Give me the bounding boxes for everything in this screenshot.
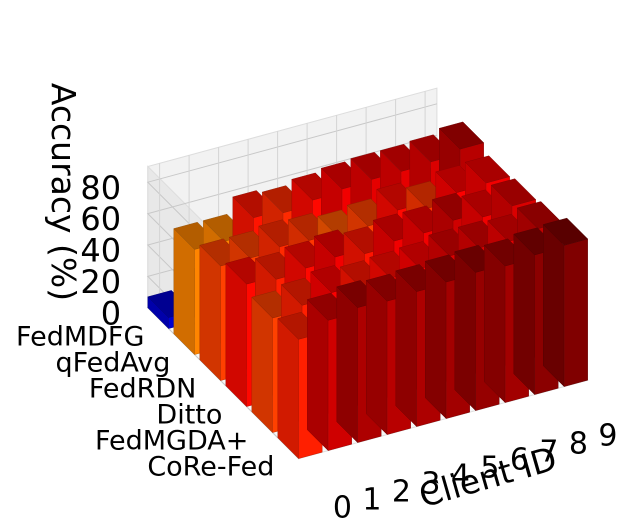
client-tick-label: 1	[362, 482, 381, 517]
client-tick-label: 7	[539, 434, 558, 469]
client-tick-label: 5	[480, 450, 499, 485]
method-tick-label: CoRe-Fed	[147, 451, 274, 482]
client-tick-label: 8	[569, 426, 588, 461]
client-tick-label: 6	[510, 442, 529, 477]
method-tick-label: FedMGDA+	[95, 425, 248, 456]
client-tick-label: 4	[451, 458, 470, 493]
z-tick-label: 40	[80, 232, 121, 270]
z-axis-label: Accuracy (%)	[44, 83, 83, 301]
bars-group	[147, 121, 589, 460]
method-tick-label: Ditto	[156, 399, 222, 430]
client-tick-label: 0	[333, 490, 352, 525]
z-tick-label: 80	[80, 169, 121, 207]
z-tick-label: 0	[101, 294, 121, 332]
method-tick-label: FedRDN	[89, 373, 197, 404]
client-tick-label: 3	[421, 466, 440, 501]
z-tick-label: 60	[80, 200, 121, 238]
z-tick-label: 20	[80, 263, 121, 301]
method-tick-label: qFedAvg	[55, 347, 170, 378]
client-tick-label: 2	[392, 474, 411, 509]
client-tick-label: 9	[598, 418, 617, 453]
method-tick-label: FedMDFG	[16, 321, 144, 352]
bar-CoRe-Fed-client-9	[542, 217, 589, 388]
